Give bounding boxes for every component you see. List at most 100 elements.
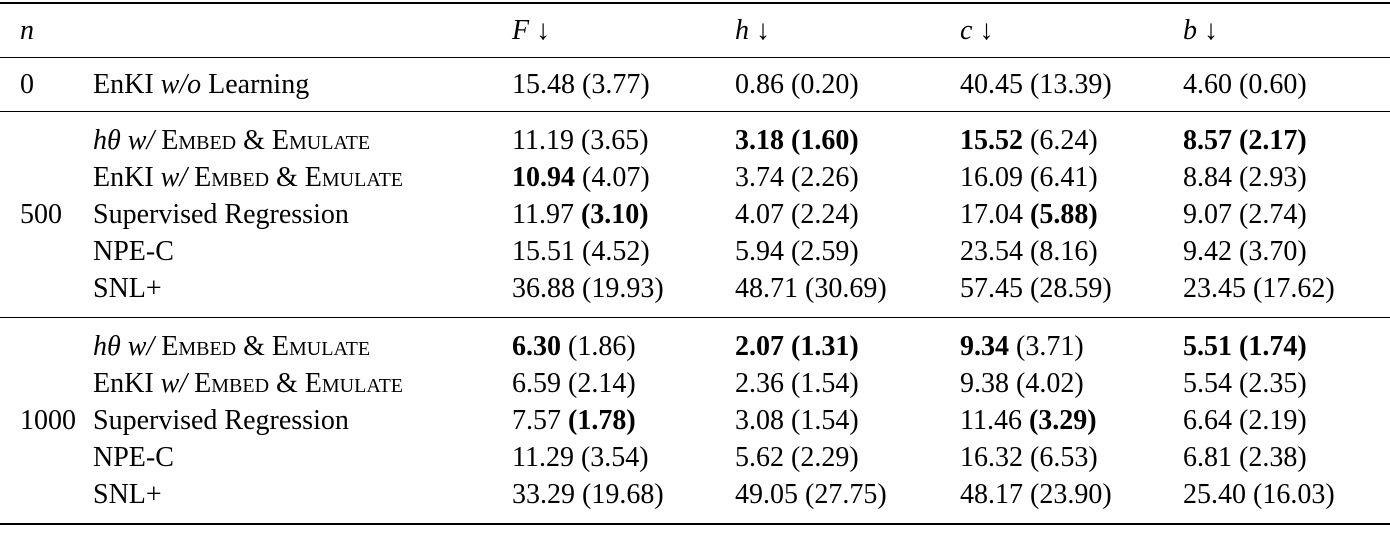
mean: 7.57 — [512, 404, 561, 436]
value-cell: 16.09 (6.41) — [960, 159, 1183, 196]
std: (23.90) — [1030, 478, 1112, 510]
method-cell: EnKI w/o Learning — [73, 58, 512, 112]
method-part: w/o — [160, 68, 202, 100]
method-cell: EnKI w/Embed & Emulate — [73, 159, 512, 196]
std: (17.62) — [1253, 272, 1335, 304]
std: (6.24) — [1030, 124, 1098, 156]
std: (3.71) — [1016, 330, 1084, 362]
std: (1.78) — [568, 404, 636, 436]
std: (5.88) — [1030, 198, 1098, 230]
value-cell: 5.54 (2.35) — [1183, 365, 1390, 402]
header-cell: n — [0, 3, 73, 58]
value-cell: 3.74 (2.26) — [735, 159, 960, 196]
header-cell: h ↓ — [735, 3, 960, 58]
header-row: n F ↓ h ↓ c ↓ b ↓ — [0, 3, 1390, 58]
mean: 5.62 — [735, 441, 784, 473]
mean: 8.57 — [1183, 124, 1232, 156]
mean: 3.74 — [735, 161, 784, 193]
std: (1.60) — [791, 124, 859, 156]
std: (3.54) — [580, 441, 649, 473]
table-header: n F ↓ h ↓ c ↓ b ↓ — [0, 3, 1390, 58]
value-cell: 2.36 (1.54) — [735, 365, 960, 402]
mean: 23.45 — [1183, 272, 1246, 304]
std: (3.65) — [580, 124, 649, 156]
method-part: EnKI — [93, 68, 154, 100]
method-part: w/ — [127, 330, 155, 362]
method-cell: NPE-C — [73, 233, 512, 270]
method-cell: NPE-C — [73, 439, 512, 476]
value-cell: 8.57 (2.17) — [1183, 112, 1390, 160]
value-cell: 25.40 (16.03) — [1183, 476, 1390, 524]
mean: 5.94 — [735, 235, 784, 267]
value-cell: 6.81 (2.38) — [1183, 439, 1390, 476]
method-part: Supervised Regression — [93, 198, 349, 230]
mean: 2.07 — [735, 330, 784, 362]
method-cell: SNL+ — [73, 270, 512, 318]
mean: 3.08 — [735, 404, 784, 436]
std: (1.54) — [791, 404, 859, 436]
std: (2.35) — [1239, 367, 1307, 399]
mean: 25.40 — [1183, 478, 1246, 510]
row: 500 hθ w/Embed & Emulate 11.19 (3.65) 3.18 (1.… — [0, 112, 1390, 230]
mean: 15.52 — [960, 124, 1023, 156]
value-cell: 48.17 (23.90) — [960, 476, 1183, 524]
std: (2.14) — [568, 367, 636, 399]
std: (3.77) — [582, 68, 650, 100]
mean: 6.81 — [1183, 441, 1232, 473]
mean: 9.38 — [960, 367, 1009, 399]
n-cell: 500 — [0, 112, 73, 318]
group: 1000 hθ w/Embed & Emulate 6.30 (1.86) 2.07 (1.… — [0, 318, 1390, 524]
n-value: 0 — [20, 68, 34, 100]
header-cell: c ↓ — [960, 3, 1183, 58]
mean: 49.05 — [735, 478, 798, 510]
row: 1000 hθ w/Embed & Emulate 6.30 (1.86) 2.07 (1.… — [0, 318, 1390, 436]
value-cell: 16.32 (6.53) — [960, 439, 1183, 476]
row: SNL+ 36.88 (19.93) 48.71 (30.69) 57.45 (28.59)… — [0, 270, 1390, 318]
mean: 8.84 — [1183, 161, 1232, 193]
header-cell: b ↓ — [1183, 3, 1390, 58]
method-part: hθ — [93, 330, 121, 362]
mean: 6.59 — [512, 367, 561, 399]
n-cell: 1000 — [0, 318, 76, 525]
method-cell: EnKI w/Embed & Emulate — [73, 365, 512, 402]
mean: 16.32 — [960, 441, 1023, 473]
std: (6.41) — [1030, 161, 1098, 193]
mean: 36.88 — [512, 272, 575, 304]
value-cell: 10.94 (4.07) — [512, 159, 735, 196]
value-cell: 15.52 (6.24) — [960, 112, 1183, 160]
header-cell — [73, 3, 512, 58]
value-cell: 11.46 (3.29) — [960, 402, 1183, 439]
row: EnKI w/Embed & Emulate 6.59 (2.14) 2.36 (1.54… — [0, 365, 1390, 402]
mean: 9.42 — [1183, 235, 1232, 267]
std: (1.86) — [568, 330, 636, 362]
value-cell: 49.05 (27.75) — [735, 476, 960, 524]
mean: 57.45 — [960, 272, 1023, 304]
mean: 11.19 — [512, 124, 574, 156]
value-cell: 15.51 (4.52) — [512, 233, 735, 270]
mean: 48.71 — [735, 272, 798, 304]
method-part: NPE-C — [93, 235, 174, 267]
method-part: w/ — [160, 161, 188, 193]
std: (2.26) — [791, 161, 859, 193]
value-cell: 6.64 (2.19) — [1183, 402, 1390, 439]
row: SNL+ 33.29 (19.68) 49.05 (27.75) 48.17 (23.90)… — [0, 476, 1390, 524]
method-part: SNL+ — [93, 272, 162, 304]
mean: 10.94 — [512, 161, 575, 193]
method-part: SNL+ — [93, 478, 162, 510]
mean: 15.48 — [512, 68, 575, 100]
method-part: w/ — [127, 124, 155, 156]
mean: 0.86 — [735, 68, 784, 100]
std: (2.59) — [791, 235, 859, 267]
value-cell: 3.08 (1.54) — [735, 402, 960, 439]
std: (27.75) — [805, 478, 887, 510]
value-cell: 33.29 (19.68) — [512, 476, 735, 524]
mean: 17.04 — [960, 198, 1023, 230]
std: (2.24) — [791, 198, 859, 230]
mean: 5.54 — [1183, 367, 1232, 399]
mean: 11.29 — [512, 441, 574, 473]
value-cell: 11.97 (3.10) — [512, 196, 735, 233]
std: (28.59) — [1030, 272, 1112, 304]
method-part: Embed & Emulate — [161, 124, 371, 156]
std: (1.31) — [791, 330, 859, 362]
